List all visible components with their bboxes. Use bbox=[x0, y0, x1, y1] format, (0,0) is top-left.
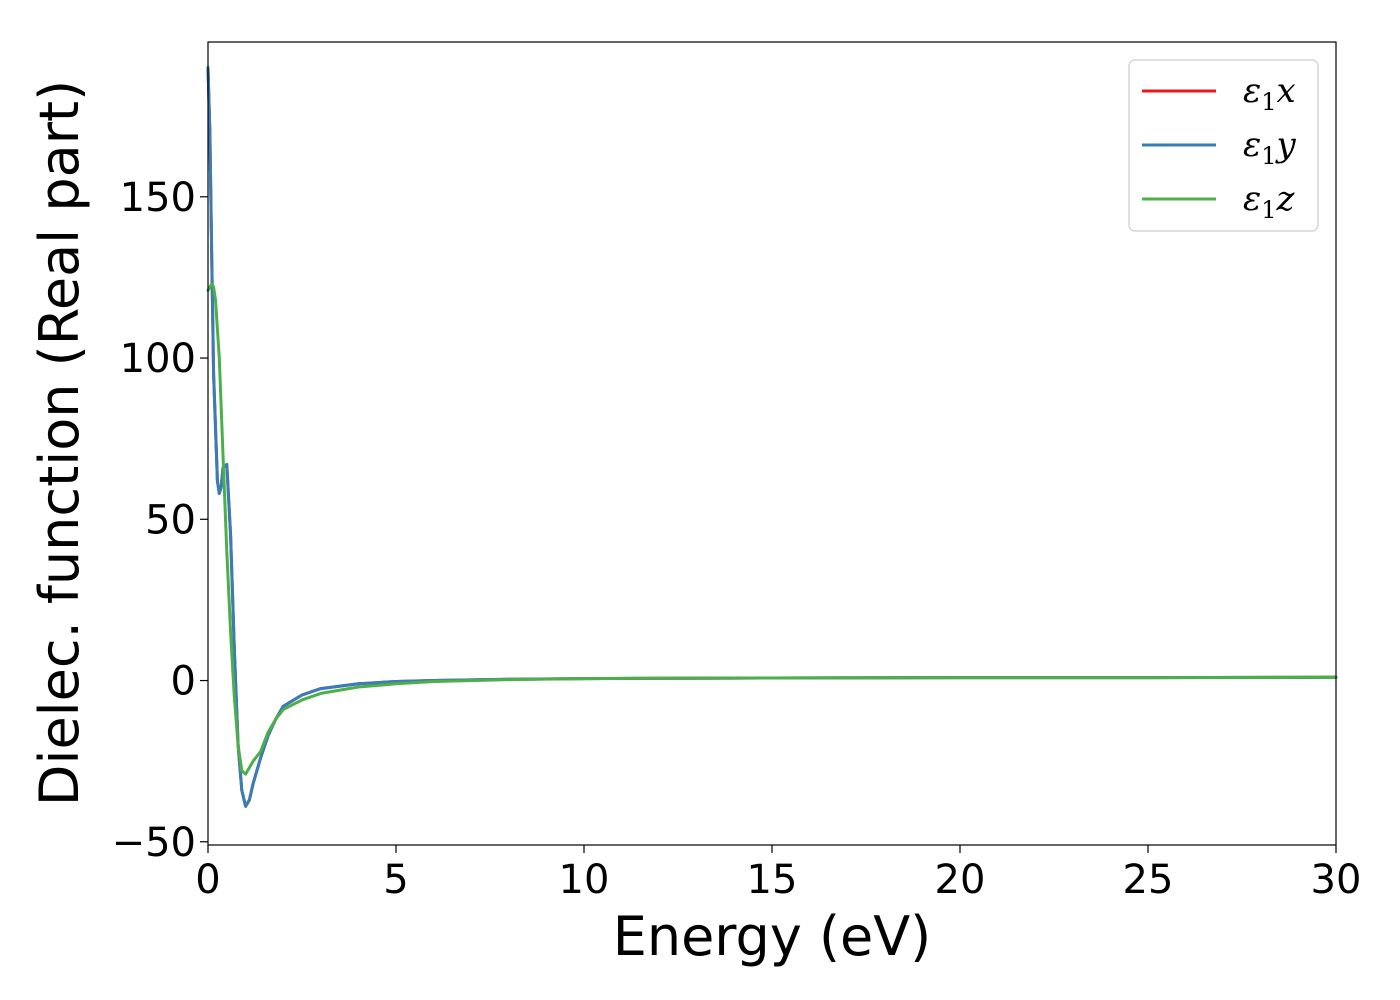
y-tick-label: 0 bbox=[171, 659, 196, 705]
x-tick-label: 30 bbox=[1311, 857, 1362, 903]
x-axis: 0 5 10 15 20 25 30 bbox=[195, 845, 1361, 903]
series-line-z bbox=[206, 282, 1338, 776]
x-tick-label: 5 bbox=[383, 857, 408, 903]
y-tick-label: 100 bbox=[120, 336, 196, 382]
x-tick-label: 10 bbox=[559, 857, 610, 903]
x-tick-label: 15 bbox=[747, 857, 798, 903]
series-layer bbox=[206, 66, 1338, 808]
x-tick-label: 20 bbox=[935, 857, 986, 903]
legend-label-x: ε1x bbox=[1243, 71, 1296, 116]
y-tick-label: 150 bbox=[120, 175, 196, 221]
x-tick-label: 25 bbox=[1123, 857, 1174, 903]
x-axis-label: Energy (eV) bbox=[613, 905, 932, 968]
legend-label-y: ε1y bbox=[1243, 125, 1297, 170]
y-axis-label: Dielec. function (Real part) bbox=[28, 80, 91, 806]
legend-label-z: ε1z bbox=[1243, 179, 1296, 224]
y-tick-label: 50 bbox=[145, 497, 196, 543]
x-tick-label: 0 bbox=[195, 857, 220, 903]
legend: ε1x ε1y ε1z bbox=[1128, 59, 1319, 232]
y-tick-label: −50 bbox=[112, 820, 196, 866]
legend-box bbox=[1128, 59, 1319, 232]
y-axis: −50 0 50 100 150 bbox=[112, 175, 208, 866]
